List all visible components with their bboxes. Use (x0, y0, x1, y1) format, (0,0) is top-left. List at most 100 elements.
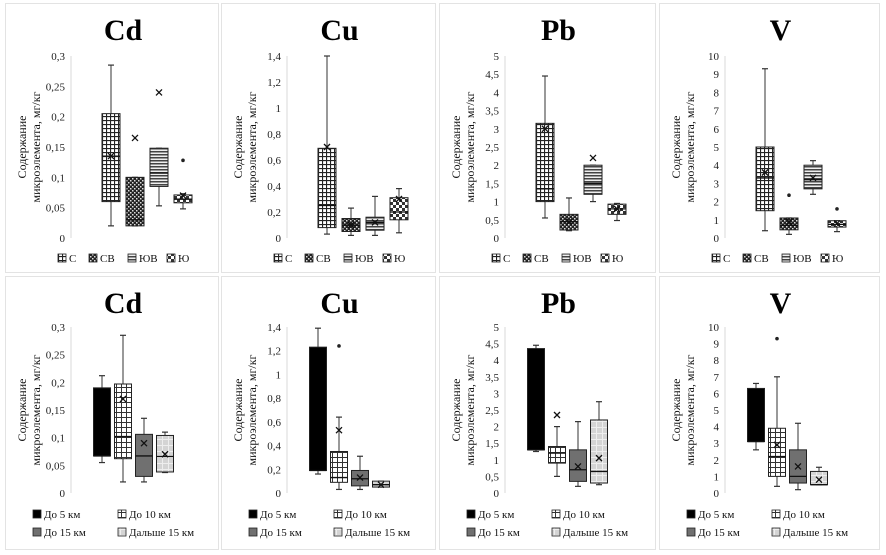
chart-panel-bottom-cu: Cu Содержание микроэлемента, мг/кг 0 0,2 0,4 0… (221, 276, 436, 550)
legend-label: СВ (534, 253, 549, 265)
legend-swatch (600, 253, 610, 263)
y-tick-label: 0,4 (267, 441, 281, 453)
legend-swatch (88, 253, 98, 263)
legend-swatch (781, 253, 791, 263)
box-До 10 км (548, 411, 566, 477)
legend-label: С (503, 253, 510, 265)
y-tick-label: 5 (714, 142, 720, 154)
legend-swatch (273, 253, 283, 263)
outlier-point (181, 158, 185, 163)
boxplot-svg: V Содержание микроэлемента, мг/кг 0 1 2 3 4 5 6 7 8… (669, 287, 848, 539)
box-Ю (389, 188, 409, 234)
legend-label: До 15 км (260, 527, 302, 539)
legend-label: ЮВ (573, 253, 592, 265)
y-tick-label: 4 (494, 87, 500, 99)
mean-marker (371, 218, 379, 226)
y-tick-label: 10 (708, 322, 720, 334)
y-tick-label: 1,4 (267, 51, 281, 63)
y-tick-label: 3,5 (485, 106, 499, 118)
mean-marker (377, 481, 385, 489)
box-iqr (810, 470, 828, 486)
y-tick-label: 1,5 (485, 178, 499, 190)
y-tick-label: 0,2 (267, 207, 281, 219)
legend: С СВ ЮВ Ю (273, 253, 405, 265)
legend-label: СВ (100, 253, 115, 265)
mean-marker (809, 174, 817, 182)
y-tick-label: 7 (714, 106, 720, 118)
legend-swatch (551, 509, 561, 519)
legend-label: До 10 км (345, 509, 387, 521)
svg-text:микроэлемента, мг/кг: микроэлемента, мг/кг (683, 91, 697, 202)
boxplot-svg: Pb Содержание микроэлемента, мг/кг 0 0,5 1 1,5… (449, 287, 628, 539)
chart-panel-top-cu: Cu Содержание микроэлемента, мг/кг 0 0,2 0,4 0… (221, 3, 436, 273)
legend-label: Дальше 15 км (783, 527, 848, 539)
box-С (317, 55, 337, 235)
mean-marker (613, 205, 621, 213)
svg-text:микроэлемента, мг/кг: микроэлемента, мг/кг (29, 354, 43, 465)
legend-label: Ю (612, 253, 623, 265)
legend-label: Дальше 15 км (345, 527, 410, 539)
y-tick-label: 3 (714, 438, 720, 450)
box-Дальше 15 км (590, 401, 608, 486)
y-axis-label: Содержание микроэлемента, мг/кг (449, 354, 477, 465)
legend-label: Дальше 15 км (563, 527, 628, 539)
y-tick-label: 0 (276, 233, 282, 245)
mean-marker (773, 441, 781, 449)
box-Дальше 15 км (156, 431, 174, 474)
box-iqr (583, 164, 603, 195)
y-tick-label: 0,05 (46, 203, 66, 215)
box-iqr (747, 387, 765, 443)
legend-label: ЮВ (355, 253, 374, 265)
mean-marker (785, 218, 793, 226)
box-До 10 км (768, 336, 786, 487)
y-tick-label: 0,25 (46, 350, 66, 362)
mean-marker (119, 395, 127, 403)
y-tick-label: 5 (714, 405, 720, 417)
y-axis-label: Содержание микроэлемента, мг/кг (669, 91, 697, 202)
box-Дальше 15 км (810, 466, 828, 486)
box-iqr (149, 147, 169, 187)
y-tick-label: 1 (276, 369, 282, 381)
mean-marker (335, 426, 343, 434)
box-СВ (125, 134, 145, 227)
y-tick-label: 2 (494, 160, 500, 172)
y-tick-label: 5 (494, 51, 500, 63)
legend-swatch (248, 527, 258, 537)
legend-swatch (491, 253, 501, 263)
y-tick-label: 0 (494, 488, 500, 500)
y-axis-label: Содержание микроэлемента, мг/кг (669, 354, 697, 465)
chart-panel-bottom-pb: Pb Содержание микроэлемента, мг/кг 0 0,5 1 1,5… (439, 276, 656, 550)
box-До 10 км (330, 344, 348, 491)
box-iqr (309, 346, 327, 471)
legend-swatch (522, 253, 532, 263)
y-tick-label: 0,15 (46, 405, 66, 417)
legend-swatch (127, 253, 137, 263)
box-iqr (365, 216, 385, 231)
chart-panel-bottom-cd: Cd Содержание микроэлемента, мг/кг 0 0,05 0,1… (5, 276, 219, 550)
y-tick-label: 2,5 (485, 405, 499, 417)
svg-text:Содержание: Содержание (231, 116, 245, 179)
mean-marker (356, 474, 364, 482)
legend-swatch (32, 509, 42, 519)
legend-swatch (820, 253, 830, 263)
y-tick-label: 0,3 (51, 322, 65, 334)
legend-swatch (686, 509, 696, 519)
mean-marker (565, 218, 573, 226)
svg-text:Содержание: Содержание (15, 116, 29, 179)
chart-title: Cd (104, 14, 143, 47)
chart-panel-bottom-v: V Содержание микроэлемента, мг/кг 0 1 2 3 4 5 6 7 8… (659, 276, 880, 550)
legend-label: До 15 км (44, 527, 86, 539)
y-tick-label: 0,8 (267, 129, 281, 141)
mean-marker (140, 439, 148, 447)
y-tick-label: 3,5 (485, 372, 499, 384)
legend-swatch (466, 527, 476, 537)
box-Ю (607, 202, 627, 222)
y-tick-label: 2 (714, 197, 720, 209)
mean-marker (347, 221, 355, 229)
y-tick-label: 2 (494, 422, 500, 434)
svg-text:микроэлемента, мг/кг: микроэлемента, мг/кг (245, 354, 259, 465)
box-iqr (389, 197, 409, 221)
legend-label: С (285, 253, 292, 265)
legend-label: До 10 км (129, 509, 171, 521)
y-tick-label: 8 (714, 355, 720, 367)
